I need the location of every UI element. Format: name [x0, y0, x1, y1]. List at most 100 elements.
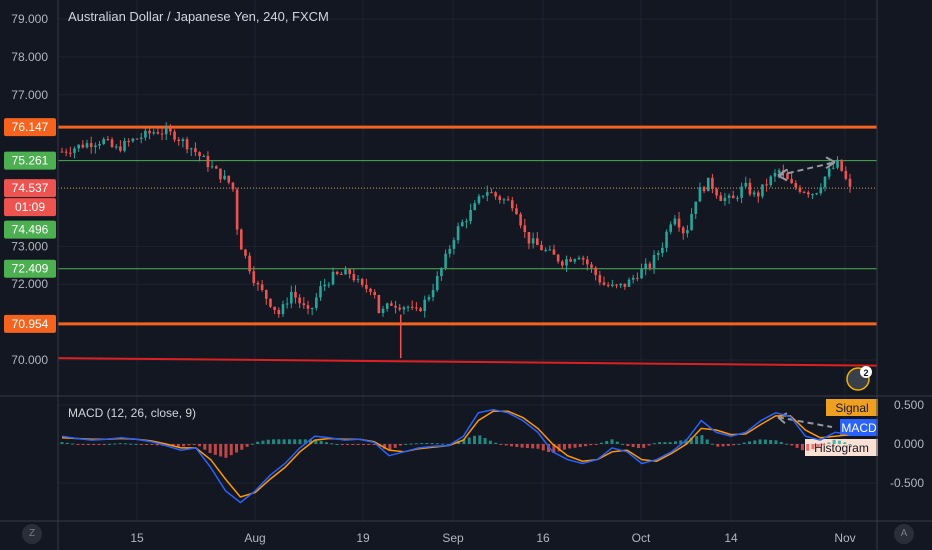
- auto-scale-button[interactable]: A: [894, 524, 914, 544]
- horizontal-levels[interactable]: [57, 125, 878, 367]
- histogram-bar: [499, 444, 503, 445]
- histogram-bar: [462, 439, 466, 444]
- macd-y-tick-label: 0.500: [894, 398, 924, 412]
- zoom-button[interactable]: Z: [22, 524, 42, 544]
- candle-body: [615, 284, 618, 286]
- histogram-bar: [187, 444, 191, 446]
- chart-title: Australian Dollar / Japanese Yen, 240, F…: [68, 9, 329, 24]
- candle-body: [69, 152, 72, 154]
- histogram-bar: [547, 444, 551, 453]
- candle-body: [202, 156, 206, 158]
- price-label-box[interactable]: [4, 198, 56, 217]
- candle-body: [477, 196, 481, 204]
- candle-body: [264, 289, 268, 299]
- candle-body: [260, 284, 264, 290]
- candle-body: [110, 139, 114, 147]
- candle-body: [606, 284, 610, 286]
- histogram-bar: [473, 435, 477, 444]
- histogram-bar: [721, 444, 725, 447]
- y-tick-label: 70.000: [11, 353, 48, 367]
- candle-body: [440, 267, 443, 277]
- histogram-bar: [658, 442, 662, 444]
- candle-body: [256, 283, 260, 285]
- candle-body: [602, 282, 606, 285]
- candle-body: [569, 259, 572, 262]
- price-label-box[interactable]: [4, 314, 56, 333]
- candle-body: [319, 286, 322, 298]
- histogram-bar: [425, 443, 429, 445]
- candle-body: [410, 306, 414, 308]
- price-label-box[interactable]: [4, 151, 56, 170]
- y-tick-label: 78.000: [11, 50, 48, 64]
- price-label-box[interactable]: [4, 220, 56, 239]
- candle-body: [348, 269, 351, 275]
- candle-body: [752, 192, 756, 195]
- histogram-bar: [356, 444, 360, 445]
- candle-body: [194, 148, 197, 153]
- candle-body: [281, 304, 285, 315]
- macd-indicator-label[interactable]: MACD (12, 26, close, 9): [68, 406, 197, 420]
- candle-body: [365, 284, 368, 289]
- arrow-head-right: [825, 156, 836, 170]
- histogram-bar: [557, 444, 561, 452]
- x-tick-label: 15: [130, 531, 144, 545]
- candle-body: [102, 139, 105, 144]
- histogram-bar: [504, 444, 508, 446]
- histogram-bar: [198, 444, 202, 447]
- histogram-bar: [76, 444, 80, 445]
- candle-body: [636, 277, 639, 279]
- trendline[interactable]: [57, 357, 878, 367]
- candle-body: [481, 195, 485, 197]
- macd-dashed-arrow[interactable]: [777, 416, 833, 429]
- histogram-bar: [398, 444, 402, 446]
- price-label-box[interactable]: [4, 179, 56, 198]
- candle-body: [181, 139, 185, 142]
- histogram-bar: [705, 439, 709, 444]
- histogram-bar: [605, 441, 609, 444]
- histogram-bar: [610, 439, 614, 444]
- histogram-bar: [393, 444, 397, 448]
- candle-body: [640, 268, 643, 279]
- candle-body: [740, 186, 743, 198]
- price-label-box[interactable]: [4, 259, 56, 278]
- histogram-bar: [510, 444, 514, 447]
- histogram-bar: [599, 442, 603, 444]
- candle-body: [315, 297, 318, 308]
- candle-body: [648, 263, 652, 268]
- histogram-bar: [65, 442, 69, 444]
- price-label-box[interactable]: [4, 118, 56, 137]
- drawing-annotations[interactable]: 2 Signal MACD Histogram: [777, 156, 878, 456]
- candle-body: [210, 166, 214, 168]
- histogram-bar: [790, 444, 794, 446]
- legend-label: Signal: [835, 401, 868, 415]
- x-tick-label: Nov: [834, 531, 855, 545]
- candle-body: [719, 195, 723, 201]
- histogram-bar: [250, 443, 254, 445]
- candle-body: [552, 249, 556, 255]
- histogram-bar: [340, 444, 344, 445]
- candle-body: [277, 310, 281, 315]
- candle-body: [665, 231, 668, 248]
- legend-box-signal[interactable]: [826, 399, 878, 416]
- candle-body: [189, 148, 193, 150]
- candle-body: [223, 175, 226, 180]
- histogram-bar: [689, 437, 693, 444]
- histogram-bar: [219, 444, 223, 457]
- histogram-bar: [621, 443, 625, 445]
- price-label-text: 75.261: [12, 154, 49, 168]
- candle-body: [832, 167, 835, 169]
- histogram-bar: [129, 443, 133, 445]
- legend-box-macd[interactable]: [840, 419, 878, 436]
- candle-body: [681, 227, 685, 234]
- histogram-bar: [795, 444, 799, 448]
- histogram-bar: [589, 444, 593, 446]
- histogram-bar: [488, 440, 492, 444]
- candle-body: [152, 132, 156, 134]
- price-label-text: 01:09: [15, 200, 45, 214]
- legend-box-histogram[interactable]: [805, 439, 878, 456]
- histogram-bar: [832, 439, 836, 444]
- histogram-bar: [700, 435, 704, 444]
- macd-y-tick-label: 0.000: [894, 437, 924, 451]
